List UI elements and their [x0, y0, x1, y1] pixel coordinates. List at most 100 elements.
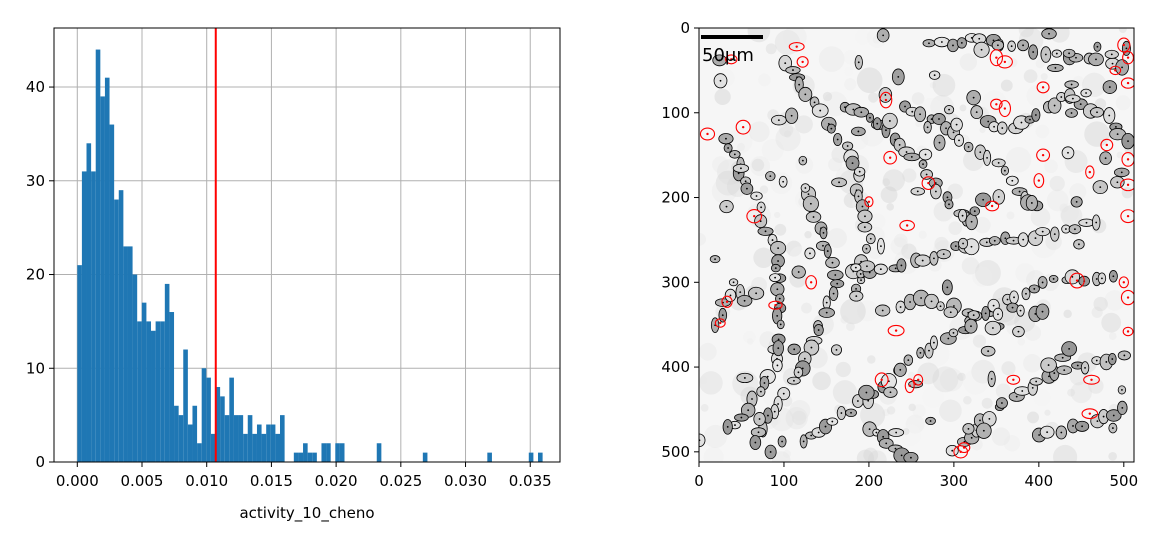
cell-centroid: [759, 390, 762, 393]
cell-centroid: [1054, 67, 1057, 69]
tissue-smudge: [939, 399, 962, 423]
highlighted-cell-centroid: [1126, 296, 1130, 299]
cell-centroid: [884, 94, 887, 96]
cell-centroid: [1061, 356, 1064, 359]
highlighted-cell-centroid: [1126, 56, 1130, 59]
y-tick-label: 0: [35, 453, 45, 471]
cell-centroid: [777, 338, 780, 341]
tissue-smudge: [929, 81, 937, 89]
cell-centroid: [921, 259, 924, 262]
highlighted-cell-centroid: [905, 224, 909, 227]
histogram-bar: [528, 452, 534, 462]
tissue-smudge: [775, 125, 801, 152]
cell-centroid: [822, 244, 824, 247]
tissue-smudge: [907, 371, 915, 379]
highlighted-cell: [1036, 148, 1051, 162]
cell-centroid: [1001, 402, 1003, 404]
tissue-smudge: [890, 237, 909, 256]
cell-centroid: [1018, 190, 1021, 193]
cell-centroid: [1070, 112, 1073, 114]
tissue-smudge: [699, 233, 707, 246]
histogram-bar: [104, 77, 110, 462]
cell-centroid: [1053, 233, 1056, 236]
highlighted-cell-centroid: [1088, 170, 1092, 174]
cell-centroid: [1060, 96, 1063, 98]
cell-centroid: [1111, 62, 1114, 65]
cell-centroid: [740, 167, 742, 170]
highlighted-cell-centroid: [927, 181, 930, 185]
cell-centroid: [755, 292, 758, 295]
histogram-bar: [252, 433, 257, 462]
tissue-smudge: [828, 157, 843, 172]
cell-centroid: [725, 137, 727, 140]
cell-centroid: [857, 195, 860, 198]
histogram-x-ticks: 0.000 0.005 0.010 0.015 0.020 0.025 0.030 0.035: [56, 462, 552, 490]
tissue-smudge: [1024, 324, 1042, 341]
tissue-smudge: [1027, 411, 1040, 424]
histogram-bar: [169, 312, 175, 462]
tissue-smudge: [712, 156, 729, 173]
highlighted-cell-centroid: [1126, 81, 1130, 85]
cell-centroid: [1034, 114, 1037, 116]
cell-centroid: [757, 431, 760, 434]
histogram-bar: [95, 49, 101, 463]
y-tick-label: 400: [661, 358, 690, 376]
histogram-bar: [229, 377, 234, 462]
tissue-smudge: [870, 213, 886, 229]
tissue-smudge: [963, 395, 972, 405]
cell-outlines: [699, 28, 1134, 462]
tissue-smudge: [1040, 73, 1048, 81]
histogram-bar: [114, 199, 119, 463]
image-x-ticks: 0 100 200 300 400 500: [694, 462, 1138, 490]
histogram-bar: [275, 433, 281, 462]
cell-centroid: [1095, 221, 1098, 224]
tissue-smudge: [726, 128, 753, 154]
tissue-smudge: [899, 424, 922, 447]
cell-centroid: [777, 247, 780, 250]
cell-centroid: [822, 231, 825, 234]
cell-centroid: [781, 440, 783, 443]
cell-centroid: [733, 153, 736, 156]
cell-centroid: [946, 196, 949, 199]
highlighted-cell-centroid: [1041, 86, 1045, 89]
highlighted-cell-centroid: [1012, 378, 1015, 381]
highlighted-cell-centroid: [795, 45, 798, 48]
cell-centroid: [992, 304, 995, 307]
cell-centroid: [817, 329, 820, 331]
highlighted-cell: [1109, 65, 1122, 76]
cell-centroid: [860, 111, 863, 114]
cell-centroid: [898, 143, 901, 146]
histogram-bar: [303, 443, 308, 462]
cell-centroid: [869, 237, 872, 240]
tissue-smudge: [1093, 296, 1108, 312]
histogram-bar: [141, 302, 147, 462]
x-tick-label: 400: [1025, 472, 1054, 490]
cell-centroid: [813, 101, 816, 104]
tissue-smudge: [700, 403, 709, 412]
cell-centroid: [970, 220, 973, 223]
cell-centroid: [1115, 125, 1117, 128]
histogram-bar: [187, 424, 193, 462]
cell-centroid: [911, 110, 914, 113]
histogram-bar: [256, 424, 262, 462]
cell-centroid: [961, 214, 964, 217]
cell-centroid: [832, 292, 835, 295]
tissue-smudge: [1001, 361, 1016, 376]
tissue-smudge: [882, 178, 891, 187]
cell-centroid: [1017, 330, 1020, 333]
cell-centroid: [897, 76, 900, 78]
scale-bar: 50μm: [701, 35, 763, 66]
tissue-smudge: [948, 221, 962, 235]
tissue-smudge: [835, 361, 851, 378]
cell-centroid: [866, 265, 868, 268]
cell-centroid: [946, 286, 949, 289]
histogram-bar: [155, 321, 161, 462]
cell-centroid: [1079, 103, 1082, 106]
tissue-smudge: [1108, 332, 1117, 340]
y-tick-label: 40: [26, 78, 45, 96]
cell-centroid: [744, 180, 747, 183]
highlighted-cell-centroid: [990, 204, 994, 208]
cell-centroid: [852, 108, 855, 111]
highlighted-cell: [887, 324, 905, 337]
cell-centroid: [727, 147, 730, 149]
